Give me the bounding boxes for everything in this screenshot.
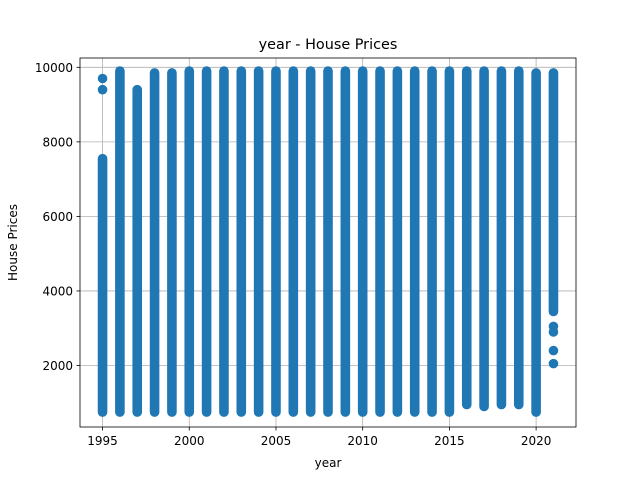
data-point: [548, 358, 559, 369]
data-point-column: [340, 66, 351, 417]
x-tick-label: 2010: [347, 434, 378, 448]
y-tick-label: 10000: [35, 61, 73, 75]
y-axis-ticks: 2000 4000 6000 8000 10000: [35, 61, 80, 373]
data-point-column: [531, 68, 541, 417]
data-point-column: [427, 66, 437, 417]
data-point-column: [357, 66, 368, 417]
data-point-column: [548, 68, 559, 317]
data-point-column: [201, 66, 212, 417]
data-point-column: [219, 66, 229, 417]
data-point: [548, 321, 559, 332]
y-tick-label: 6000: [42, 210, 73, 224]
data-point-column: [115, 66, 125, 417]
x-axis-label: year: [315, 456, 342, 470]
data-point-column: [253, 66, 264, 417]
data-point-column: [392, 66, 403, 417]
data-point-column: [375, 66, 385, 417]
x-tick-label: 1995: [87, 434, 118, 448]
data-point-column: [496, 66, 507, 410]
x-tick-label: 2015: [434, 434, 465, 448]
x-tick-label: 2020: [521, 434, 552, 448]
data-point-column: [271, 66, 281, 417]
data-point-column: [236, 66, 247, 417]
data-point-column: [513, 66, 524, 410]
data-point-column: [288, 66, 299, 417]
data-points: [97, 66, 559, 417]
data-point-column: [184, 66, 195, 417]
data-point: [97, 84, 108, 95]
x-axis-ticks: 1995 2000 2005 2010 2015 2020: [87, 427, 551, 448]
data-point-column: [149, 68, 160, 417]
data-point-column: [444, 66, 455, 417]
plot-frame: [79, 57, 577, 428]
y-axis-label: House Prices: [6, 204, 20, 281]
data-point-column: [409, 66, 420, 417]
y-tick-label: 2000: [42, 359, 73, 373]
data-point: [548, 345, 559, 356]
x-tick-label: 2005: [261, 434, 292, 448]
data-point-column: [461, 66, 472, 410]
x-tick-label: 2000: [174, 434, 205, 448]
data-point-column: [479, 66, 489, 412]
data-point-column: [323, 66, 333, 417]
y-tick-label: 8000: [42, 135, 73, 149]
data-point: [97, 73, 108, 84]
data-point-column: [97, 153, 108, 417]
data-point-column: [305, 66, 316, 417]
chart-title: year - House Prices: [259, 37, 398, 53]
y-tick-label: 4000: [42, 284, 73, 298]
data-point-column: [132, 84, 143, 417]
data-point-column: [167, 68, 177, 417]
